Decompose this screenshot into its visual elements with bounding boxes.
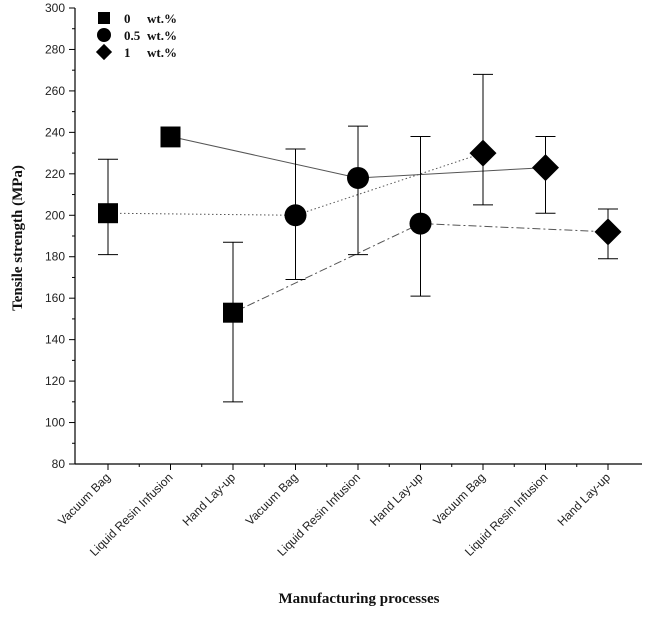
data-point-diamond: [594, 218, 622, 246]
data-point-square: [160, 126, 181, 147]
connector-line-dashdot: [232, 223, 421, 314]
x-tick-label: Hand Lay-up: [180, 470, 239, 529]
data-markers: [98, 126, 622, 323]
y-tick-label: 240: [45, 125, 65, 139]
y-tick-label: 280: [45, 42, 65, 56]
y-tick-label: 180: [45, 250, 65, 264]
x-tick-label: Hand Lay-up: [555, 470, 614, 529]
y-axis-title: Tensile strength (MPa): [10, 165, 26, 311]
connector-line-solid: [357, 167, 546, 179]
y-tick-label: 300: [45, 1, 65, 15]
legend-unit: wt.%: [147, 45, 177, 60]
axes: 80 100 120 140 160 180 200 220 240 260 280 300 Vacuu…: [45, 1, 642, 559]
x-axis-title: Manufacturing processes: [279, 591, 440, 607]
y-tick-label: 220: [45, 167, 65, 181]
legend-label: 1: [124, 45, 131, 60]
y-tick-label: 260: [45, 84, 65, 98]
y-tick-label: 80: [52, 457, 66, 471]
data-point-square: [223, 302, 243, 323]
data-point-circle: [347, 166, 369, 189]
legend-label: 0.5: [124, 28, 141, 43]
x-tick-label: Vacuum Bag: [243, 470, 301, 528]
connector-line-dotted: [295, 152, 484, 216]
legend: 0 wt.% 0.5 wt.% 1 wt.%: [95, 11, 177, 61]
y-tick-label: 140: [45, 333, 65, 347]
legend-unit: wt.%: [147, 11, 177, 26]
legend-label: 0: [124, 11, 131, 26]
connector-line-dashdot: [420, 223, 609, 233]
connector-line-solid: [170, 136, 359, 179]
y-tick-label: 200: [45, 208, 65, 222]
data-point-square: [98, 203, 118, 224]
x-tick-label: Hand Lay-up: [367, 470, 426, 529]
legend-marker-square: [98, 12, 110, 24]
legend-unit: wt.%: [147, 28, 177, 43]
error-bars: [98, 73, 618, 403]
x-tick-label: Vacuum Bag: [55, 470, 113, 528]
legend-marker-diamond: [95, 43, 113, 61]
x-tick-label: Vacuum Bag: [430, 470, 488, 528]
y-tick-label: 100: [45, 416, 65, 430]
y-tick-label: 120: [45, 374, 65, 388]
data-point-diamond: [532, 154, 559, 182]
data-point-circle: [284, 204, 307, 227]
data-point-circle: [409, 212, 432, 235]
connector-lines: [107, 136, 609, 314]
y-tick-label: 160: [45, 291, 65, 305]
data-point-diamond: [469, 139, 497, 167]
connector-line-dotted: [107, 212, 296, 216]
legend-marker-circle: [97, 28, 111, 42]
